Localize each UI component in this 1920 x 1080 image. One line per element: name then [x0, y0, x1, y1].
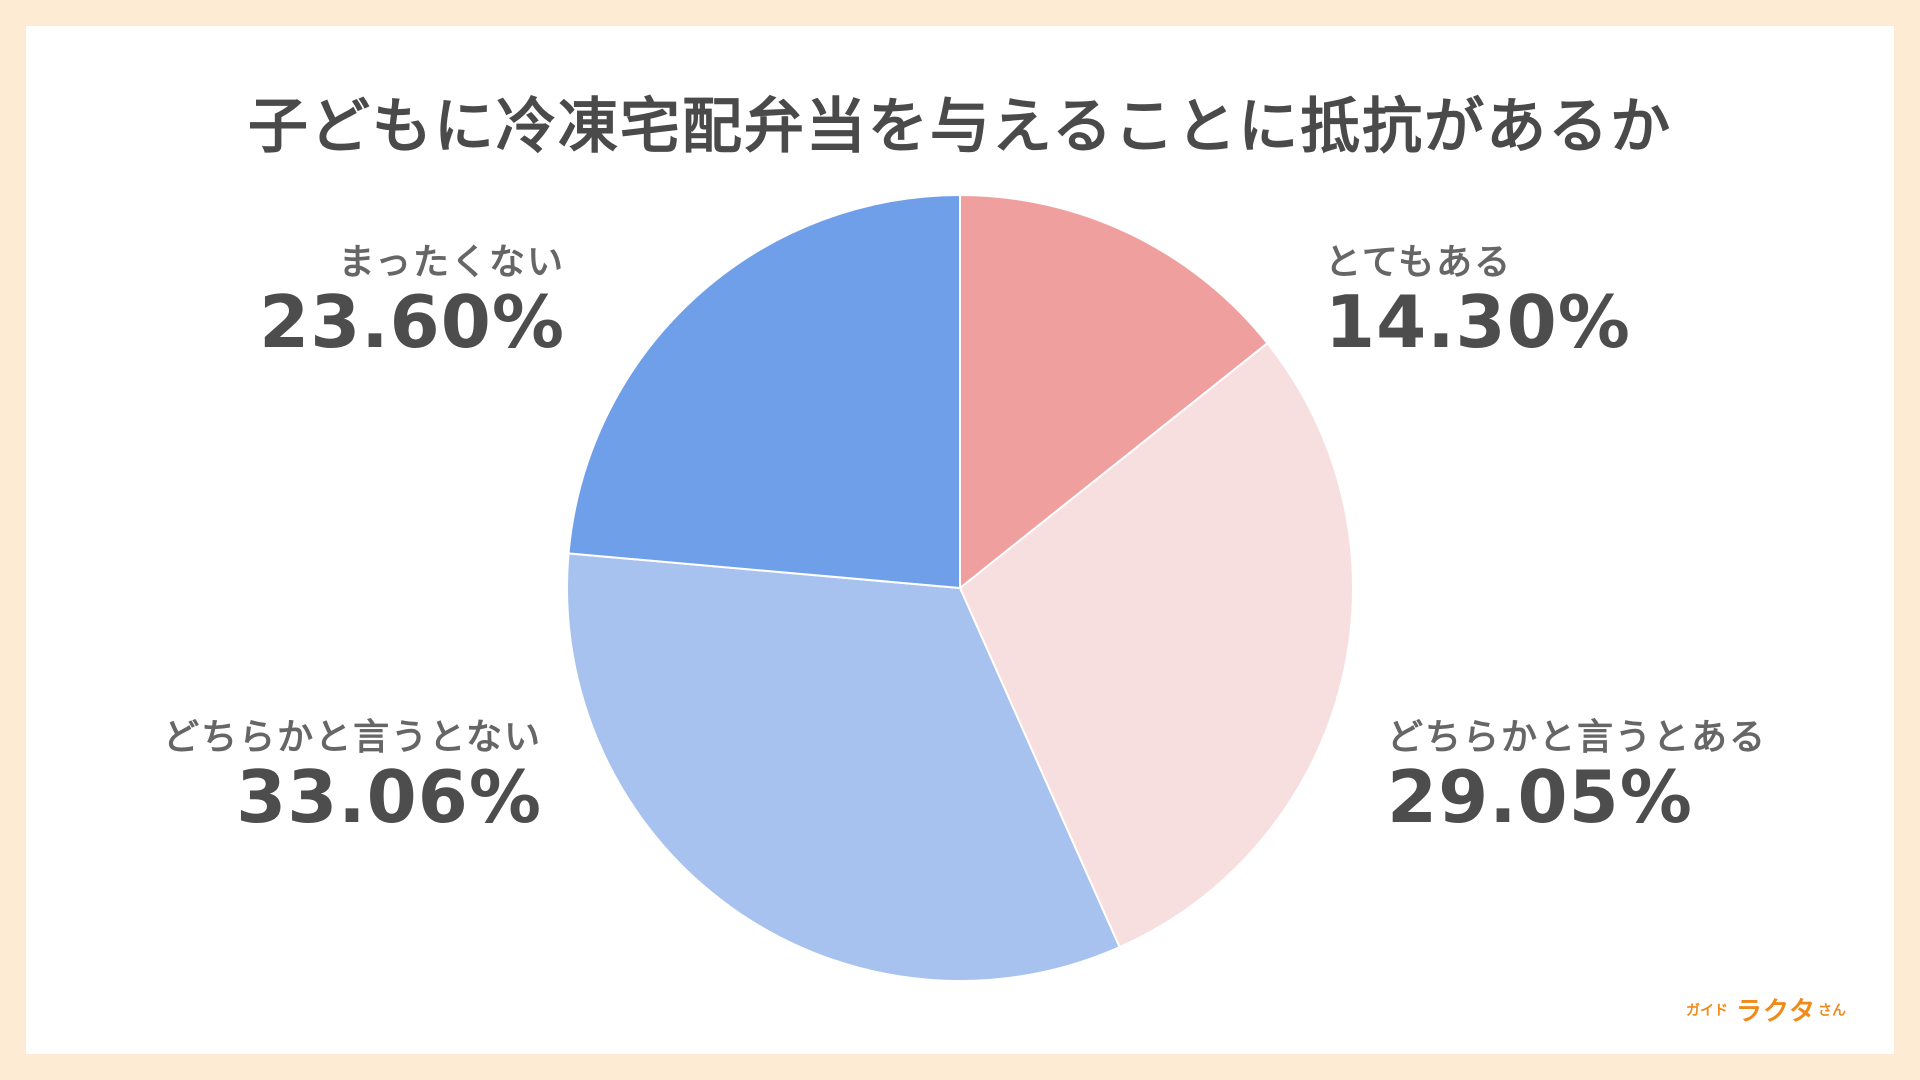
- pie-slice-3: [567, 193, 961, 590]
- label-mattaku-nai: まったくない 23.60%: [259, 233, 565, 361]
- pie-slice-1: [958, 341, 1354, 949]
- logo-prefix: ガイド: [1686, 1002, 1729, 1019]
- slice-label-0: とてもある: [1325, 242, 1513, 283]
- label-dochiraka-aru: どちらかと言うとある 29.05%: [1387, 708, 1767, 836]
- brand-logo: ガイド ラクタ さん: [1686, 991, 1846, 1028]
- pie-slice-2: [566, 552, 1121, 982]
- slice-value-0: 14.30%: [1325, 280, 1631, 364]
- chart-title: 子どもに冷凍宅配弁当を与えることに抵抗があるか: [247, 92, 1673, 162]
- slice-label-3: まったくない: [338, 242, 565, 283]
- slice-label-2: どちらかと言うとない: [163, 717, 542, 758]
- slice-label-1: どちらかと言うとある: [1387, 717, 1768, 758]
- logo-brand: ラクタ: [1736, 997, 1816, 1027]
- label-totemo-aru: とてもある 14.30%: [1325, 233, 1631, 361]
- slice-value-2: 33.06%: [236, 755, 542, 839]
- pie-slice-0: [959, 193, 1269, 591]
- slice-value-1: 29.05%: [1387, 755, 1693, 839]
- slice-value-3: 23.60%: [259, 280, 565, 364]
- label-dochiraka-nai: どちらかと言うとない 33.06%: [163, 708, 542, 836]
- logo-suffix: さん: [1818, 1002, 1846, 1019]
